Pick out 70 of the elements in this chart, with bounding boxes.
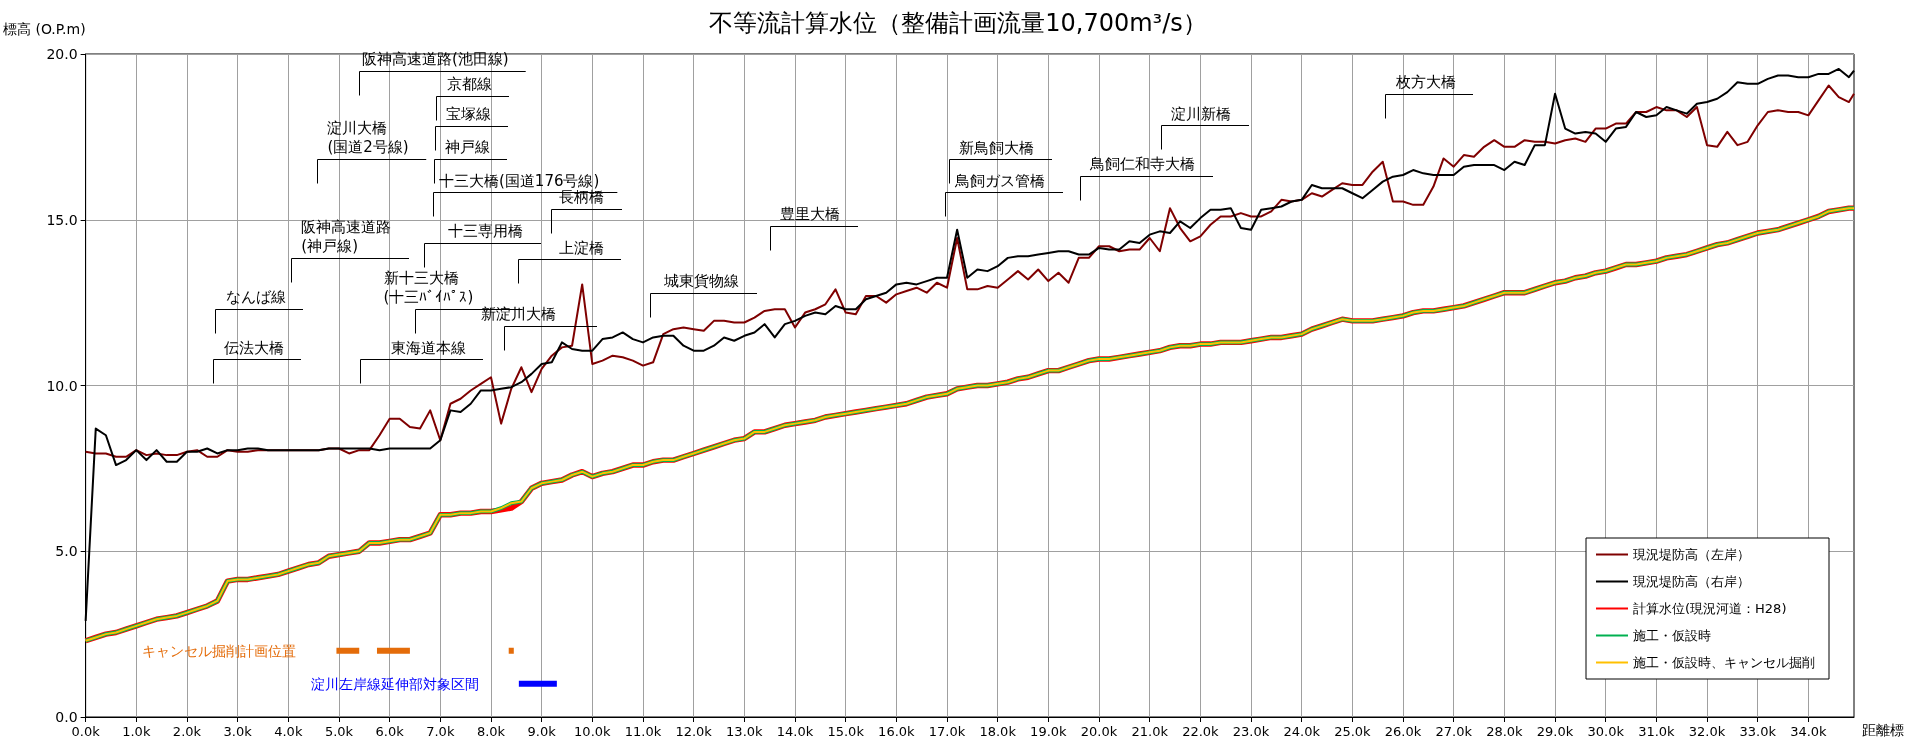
annotation: 新十三大橋 (十三ﾊﾞｲﾊﾟｽ) (383, 269, 474, 308)
x-tick-label: 16.0k (878, 724, 916, 739)
x-tick-label: 31.0k (1638, 724, 1676, 739)
annotation: 伝法大橋 (223, 338, 284, 358)
annotation: 城東貨物線 (664, 272, 740, 291)
x-tick-label: 22.0k (1182, 724, 1220, 739)
x-tick-label: 11.0k (624, 724, 662, 739)
x-tick-label: 12.0k (675, 724, 713, 739)
x-tick-label: 15.0k (827, 724, 865, 739)
y-axis-title: 標高 (O.P.m) (2, 21, 86, 37)
legend-label: 施工・仮設時、キャンセル掘削 (1633, 655, 1815, 670)
x-tick-label: 20.0k (1080, 724, 1118, 739)
annotation: 東海道本線 (390, 338, 466, 358)
annotation: 淀川大橋 (国道2号線) (327, 119, 409, 158)
annotation: 宝塚線 (445, 105, 491, 125)
annotation: 鳥飼ガス管橋 (955, 171, 1046, 191)
x-tick-label: 13.0k (726, 724, 764, 739)
x-tick-label: 24.0k (1283, 724, 1321, 739)
x-tick-label: 5.0k (324, 724, 354, 739)
text: 淀川左岸線延伸部対象区間 (310, 675, 479, 692)
y-tick-label: 10.0 (46, 377, 78, 394)
legend-label: 現況堤防高（右岸） (1633, 574, 1750, 589)
x-tick-label: 10.0k (574, 724, 612, 739)
x-tick-label: 6.0k (375, 724, 405, 739)
x-tick-label: 9.0k (527, 724, 557, 739)
annotation: 鳥飼仁和寺大橋 (1090, 155, 1196, 175)
annotation: 十三専用橋 (448, 222, 524, 242)
annotation: 十三大橋(国道176号線) (439, 171, 600, 190)
x-tick-label: 30.0k (1587, 724, 1625, 739)
x-axis-title: 距離標 (1862, 722, 1904, 738)
y-tick-label: 20.0 (46, 46, 78, 62)
x-tick-label: 26.0k (1384, 724, 1422, 739)
x-tick-label: 18.0k (979, 724, 1017, 739)
x-tick-label: 33.0k (1739, 724, 1777, 739)
annotation: 阪神高速道路 (神戸線) (301, 218, 392, 257)
x-tick-label: 7.0k (426, 724, 455, 739)
annotation: 阪神高速道路(池田線) (361, 50, 509, 69)
legend-label: 施工・仮設時 (1633, 628, 1711, 643)
x-tick-label: 28.0k (1486, 724, 1524, 739)
annotation: 枚方大橋 (1395, 73, 1456, 93)
y-tick-label: 15.0 (46, 211, 78, 228)
x-tick-label: 4.0k (274, 724, 303, 739)
x-tick-label: 14.0k (776, 724, 814, 739)
annotation: 上淀橋 (558, 238, 604, 258)
y-tick-label: 5.0 (55, 543, 78, 560)
text: キャンセル掘削計画位置 (142, 642, 297, 659)
x-tick-label: 3.0k (223, 724, 253, 739)
x-tick-label: 23.0k (1232, 724, 1270, 739)
legend-label: 計算水位(現況河道：H28) (1633, 601, 1787, 616)
x-tick-label: 27.0k (1435, 724, 1473, 739)
legend-label: 現況堤防高（左岸） (1633, 547, 1750, 562)
x-tick-label: 1.0k (122, 724, 151, 739)
x-tick-label: 0.0k (71, 724, 101, 739)
x-tick-label: 34.0k (1790, 724, 1828, 739)
x-tick-label: 2.0k (172, 724, 202, 739)
annotation: 神戸線 (444, 138, 490, 158)
x-tick-label: 19.0k (1030, 724, 1068, 739)
x-tick-label: 8.0k (476, 724, 506, 739)
x-tick-label: 29.0k (1536, 724, 1574, 739)
chart-title: 不等流計算水位（整備計画流量10,700m³/s） (709, 9, 1207, 37)
x-tick-label: 32.0k (1688, 724, 1726, 739)
x-tick-label: 25.0k (1334, 724, 1372, 739)
y-tick-label: 0.0 (55, 709, 78, 725)
annotation: 新鳥飼大橋 (959, 138, 1035, 158)
x-tick-label: 21.0k (1131, 724, 1169, 739)
annotation: なんば線 (225, 288, 286, 308)
annotation: 京都線 (446, 75, 492, 94)
annotation: 淀川新橋 (1171, 104, 1232, 124)
annotation: 豊里大橋 (780, 205, 841, 224)
x-tick-label: 17.0k (928, 724, 966, 739)
